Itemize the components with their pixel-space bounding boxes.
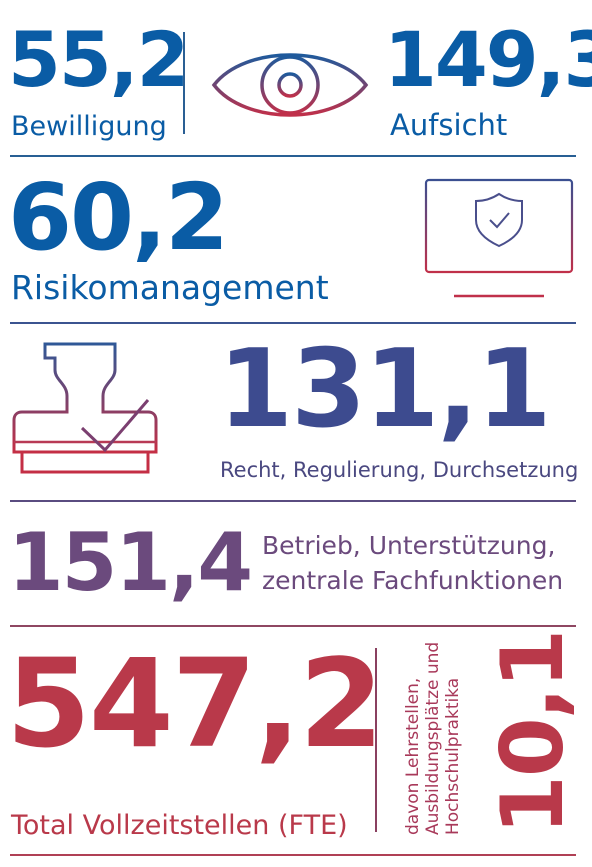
aufsicht-label: Aufsicht	[390, 108, 508, 142]
sub-label-rotated: davon Lehrstellen, Ausbildungsplätze und…	[403, 641, 463, 835]
divider-1	[10, 155, 576, 157]
total-fte-value: 547,2	[6, 633, 384, 775]
monitor-shield-icon	[424, 178, 574, 298]
risikomanagement-value: 60,2	[8, 164, 229, 271]
eye-icon	[211, 53, 369, 117]
bewilligung-label: Bewilligung	[11, 111, 167, 142]
recht-value: 131,1	[218, 327, 552, 452]
sub-label-line3: Hochschulpraktika	[443, 677, 463, 835]
stamp-check-icon	[12, 342, 158, 474]
risikomanagement-label: Risikomanagement	[11, 268, 329, 307]
row1-vertical-divider	[183, 32, 185, 134]
sub-label-line1: davon Lehrstellen,	[403, 677, 423, 835]
aufsicht-value: 149,3	[384, 15, 592, 104]
recht-label: Recht, Regulierung, Durchsetzung	[220, 458, 579, 482]
bewilligung-value: 55,2	[8, 15, 190, 104]
row5-vertical-divider	[375, 648, 377, 832]
betrieb-value: 151,4	[8, 516, 253, 609]
divider-4	[10, 625, 576, 627]
divider-3	[10, 500, 576, 502]
betrieb-label-line1: Betrieb, Unterstützung,	[262, 531, 556, 560]
lehrstellen-value: 10,1	[483, 630, 583, 835]
divider-5	[10, 854, 576, 856]
betrieb-label-line2: zentrale Fachfunktionen	[262, 566, 564, 595]
divider-2	[10, 322, 576, 324]
total-fte-label: Total Vollzeitstellen (FTE)	[11, 810, 348, 841]
sub-label-line2: Ausbildungsplätze und	[423, 641, 443, 835]
